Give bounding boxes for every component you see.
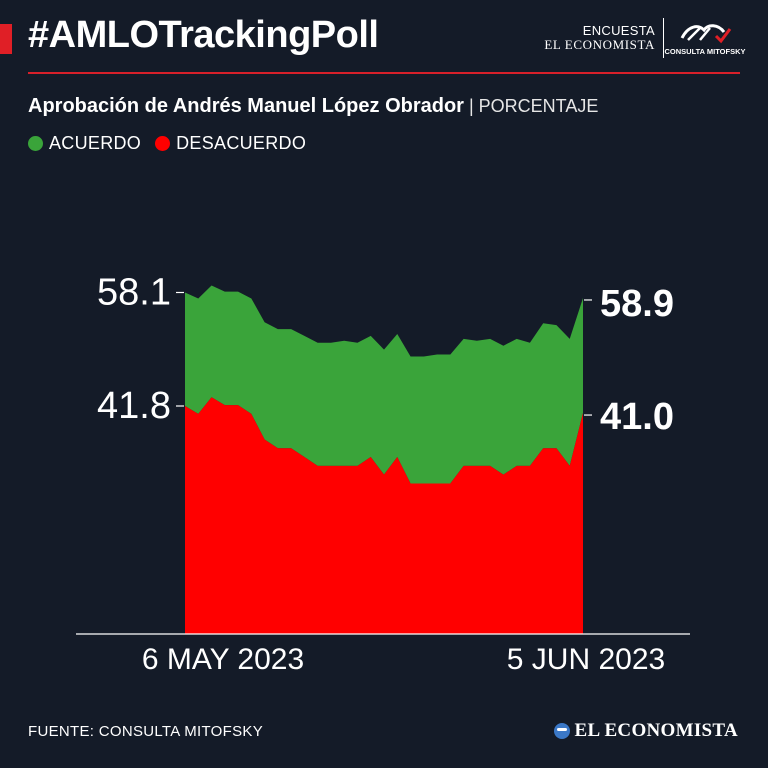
globe-icon <box>553 723 570 739</box>
partner-label: CONSULTA MITOFSKY <box>664 47 746 56</box>
legend-label-desacuerdo: DESACUERDO <box>176 133 307 153</box>
brand-line1: ENCUESTA <box>582 23 655 39</box>
brand-separator <box>663 18 664 58</box>
chart-subtitle: Aprobación de Andrés Manuel López Obrado… <box>28 95 598 118</box>
legend-dot-desacuerdo <box>155 136 171 151</box>
area-series-desacuerdo <box>185 397 583 634</box>
brand-encuesta: ENCUESTA EL ECONOMISTA <box>544 24 663 51</box>
x-tick-label-end: 5 JUN 2023 <box>507 643 665 676</box>
mitofsky-logo-icon <box>680 24 732 44</box>
legend-dot-acuerdo <box>28 136 43 151</box>
mitofsky-logo: CONSULTA MITOFSKY <box>665 20 746 56</box>
footer-source: FUENTE: CONSULTA MITOFSKY <box>28 723 264 740</box>
subtitle-main: Aprobación de Andrés Manuel López Obrado… <box>28 95 464 117</box>
brand-line2: EL ECONOMISTA <box>544 37 655 52</box>
header-rule <box>28 72 740 74</box>
footer-logo-text: EL ECONOMISTA <box>574 720 738 741</box>
accent-bar <box>0 24 12 54</box>
legend-item-desacuerdo: DESACUERDO <box>155 133 306 154</box>
area-series-acuerdo <box>185 285 583 484</box>
data-label-start-desacuerdo: 41.8 <box>97 385 171 427</box>
data-label-end-desacuerdo: 41.0 <box>600 396 674 438</box>
brand-header: ENCUESTA EL ECONOMISTA CONSULTA MITOFSKY <box>544 14 746 62</box>
x-tick-label-start: 6 MAY 2023 <box>142 643 304 676</box>
data-label-start-acuerdo: 58.1 <box>97 272 171 314</box>
subtitle-unit: | PORCENTAJE <box>463 96 599 116</box>
page-title: #AMLOTrackingPoll <box>28 14 379 56</box>
footer-logo: EL ECONOMISTA <box>553 720 739 742</box>
data-label-end-acuerdo: 58.9 <box>600 283 674 325</box>
chart-legend: ACUERDO DESACUERDO <box>28 133 320 154</box>
legend-item-acuerdo: ACUERDO <box>28 133 141 154</box>
legend-label-acuerdo: ACUERDO <box>49 133 142 153</box>
